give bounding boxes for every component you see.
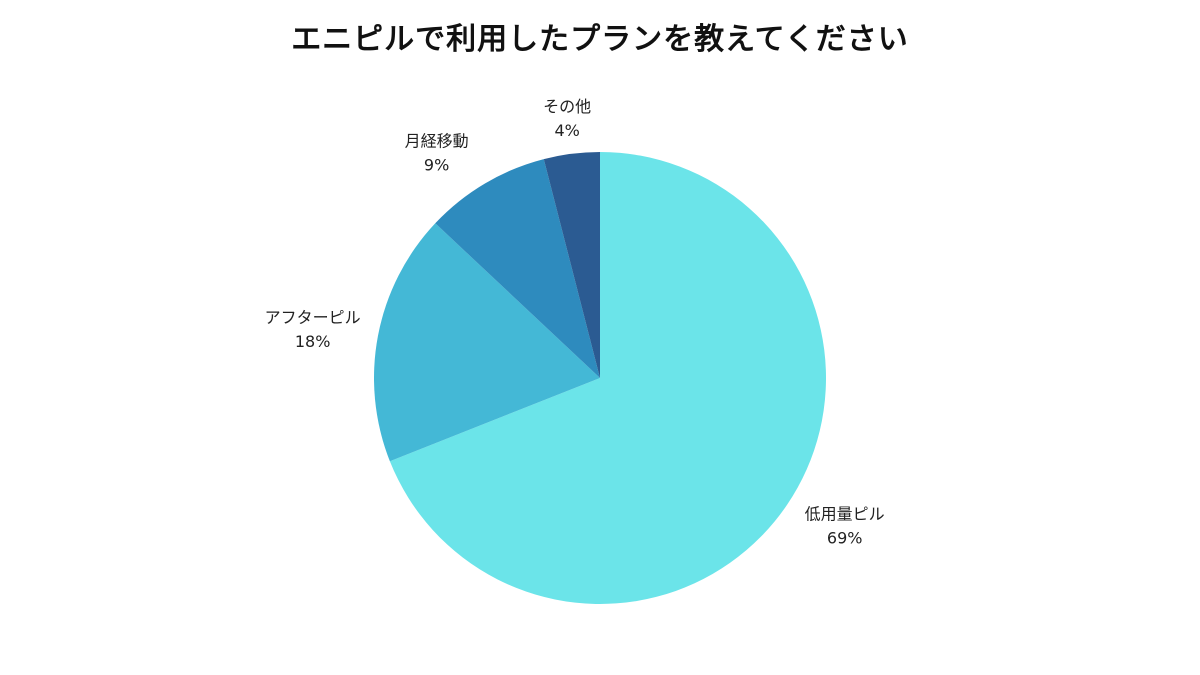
pie-labels: 低用量ピル 69% アフターピル 18% 月経移動 9% その他 4%	[265, 97, 885, 547]
slice-value-after-pill: 18%	[295, 332, 331, 351]
pie-slice-other	[543, 152, 600, 378]
slice-value-menstrual-shift: 9%	[424, 155, 449, 174]
chart-title: エニピルで利用したプランを教えてください	[291, 22, 909, 57]
pie-slice-after-pill	[374, 223, 600, 462]
slice-label-after-pill: アフターピル	[265, 308, 361, 327]
pie-slice-menstrual-shift	[435, 159, 600, 378]
slice-value-low-dose-pill: 69%	[827, 528, 863, 547]
slice-label-menstrual-shift: 月経移動	[405, 131, 469, 150]
slice-label-other: その他	[543, 97, 591, 116]
slice-value-other: 4%	[554, 121, 579, 140]
pie-slices	[374, 152, 827, 604]
pie-slice-low-dose-pill	[389, 152, 827, 604]
slice-label-low-dose-pill: 低用量ピル	[805, 504, 885, 523]
